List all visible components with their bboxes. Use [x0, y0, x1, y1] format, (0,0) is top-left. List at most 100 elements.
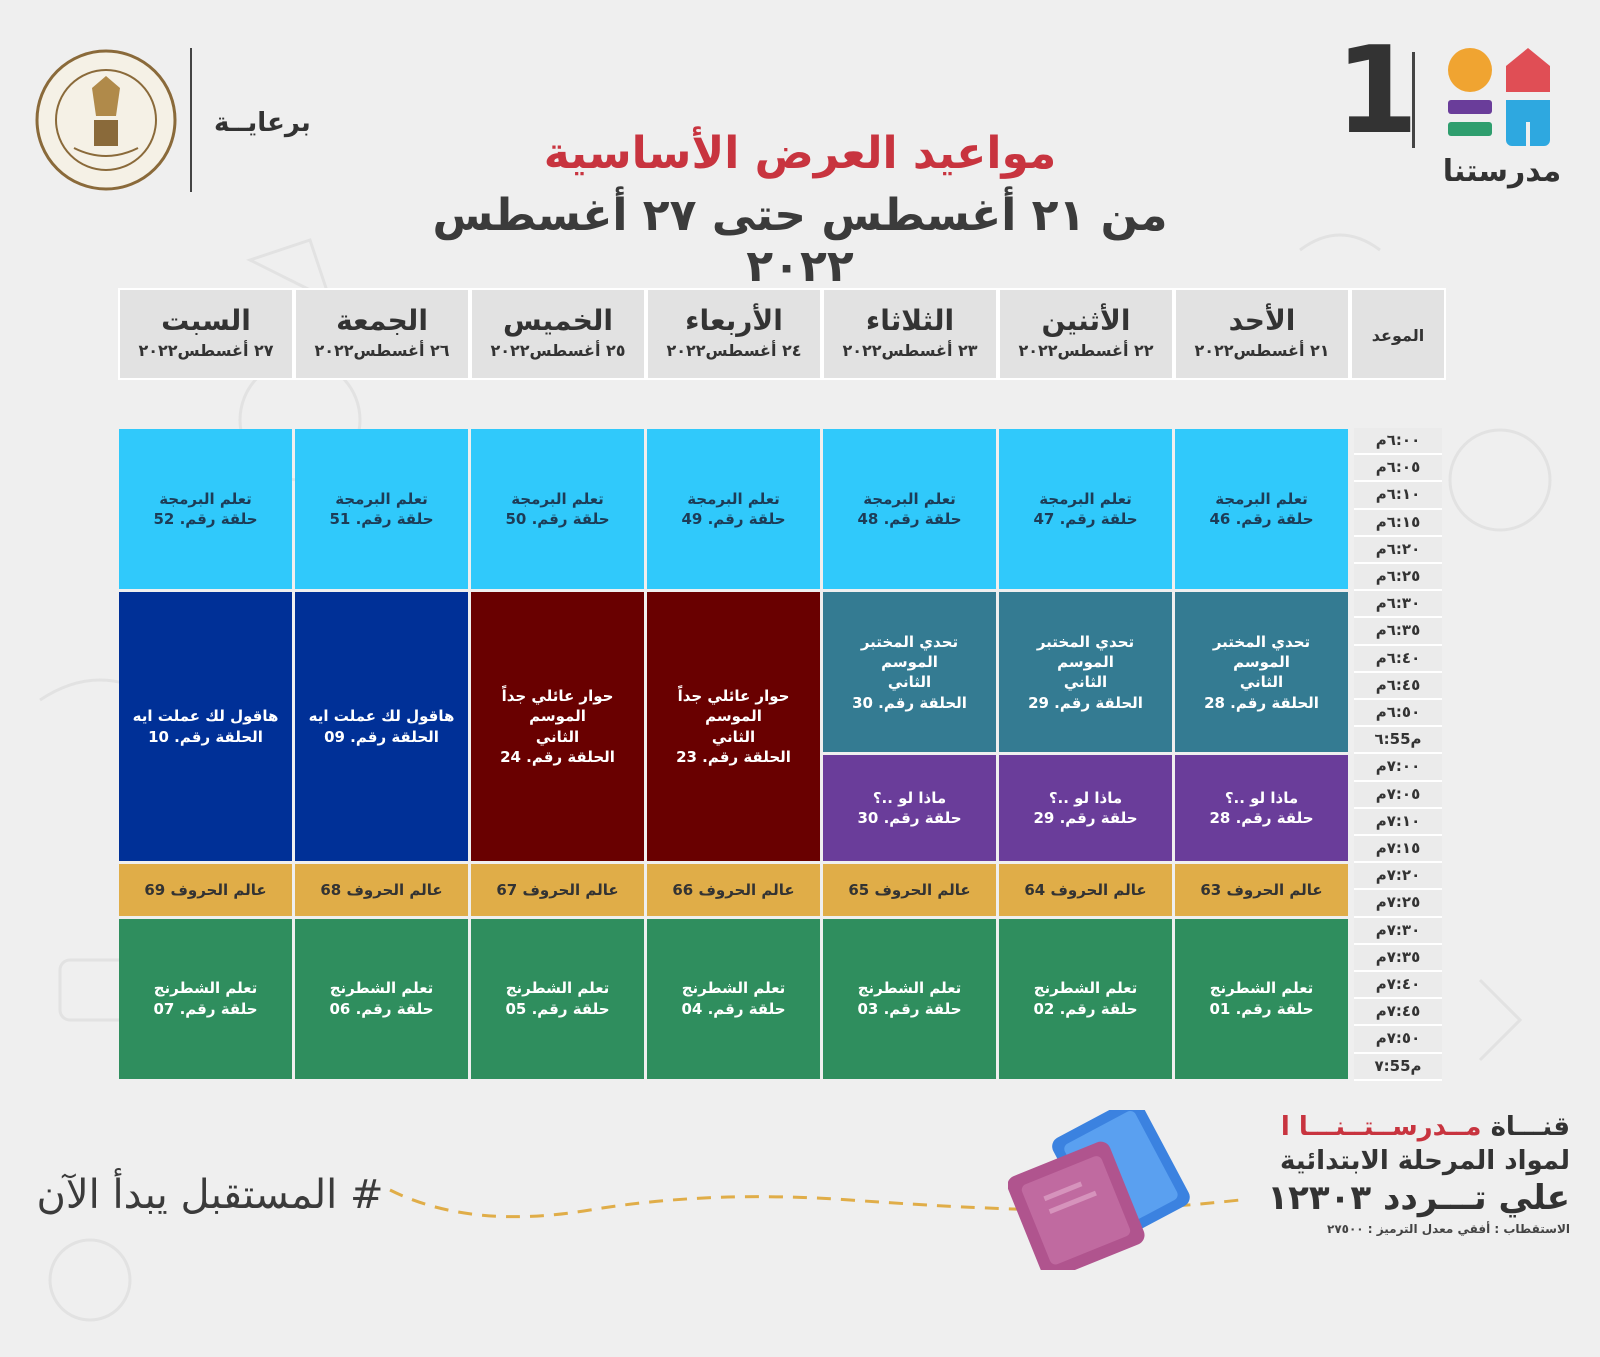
program-block-letters-world: عالم الحروف 66: [647, 864, 820, 916]
day-date: ٢٢ أغسطس٢٠٢٢: [1018, 341, 1154, 360]
program-block-what-if: ماذا لو ..؟ حلقة رقم. 28: [1175, 755, 1348, 862]
program-line: حوار عائلي جداً الموسم: [501, 687, 614, 726]
day-date: ٢٥ أغسطس٢٠٢٢: [490, 341, 626, 360]
program-line: تحدي المختبر الموسم: [1212, 632, 1311, 672]
time-slot: ٦:٥٠م: [1354, 700, 1442, 728]
hashtag-slogan: # المستقبل يبدأ الآن: [36, 1172, 384, 1218]
program-line: الحلقة رقم. 30: [852, 693, 967, 712]
day-header: الأربعاء ٢٤ أغسطس٢٠٢٢: [646, 288, 822, 380]
program-block-programming: تعلم البرمجة حلقة رقم. 50: [471, 429, 644, 590]
time-slot: ٧:٢٠م: [1354, 863, 1442, 891]
logo-text: مدرستنا: [1442, 154, 1562, 189]
program-line: الثاني: [1063, 673, 1108, 692]
time-slot: ٧:٤٥م: [1354, 999, 1442, 1027]
program-block-chess: تعلم الشطرنج حلقة رقم. 04: [647, 918, 820, 1079]
program-line: تعلم البرمجة: [1039, 489, 1132, 508]
channel-name: مــدرســتــنـــا ا: [1280, 1112, 1482, 1142]
program-line: حلقة رقم. 28: [1209, 809, 1314, 828]
channel-number: 1: [1335, 22, 1419, 161]
program-block-letters-world: عالم الحروف 67: [471, 864, 644, 916]
program-line: الثاني: [887, 673, 932, 692]
day-name: الأربعاء: [685, 304, 783, 337]
program-line: عالم الحروف 68: [320, 880, 443, 899]
program-line: تحدي المختبر الموسم: [860, 632, 959, 672]
program-line: عالم الحروف 69: [144, 880, 267, 899]
program-block-programming: تعلم البرمجة حلقة رقم. 49: [647, 429, 820, 590]
time-slot: ٧:٥٠م: [1354, 1026, 1442, 1054]
program-block-chess: تعلم الشطرنج حلقة رقم. 02: [999, 918, 1172, 1079]
program-block-letters-world: عالم الحروف 69: [119, 864, 292, 916]
program-line: عالم الحروف 63: [1200, 880, 1323, 899]
time-slot: ٦:٠٥م: [1354, 455, 1442, 483]
program-line: تعلم الشطرنج: [329, 979, 434, 998]
program-block-lab-challenge: تحدي المختبر الموسم الثاني الحلقة رقم. 29: [999, 592, 1172, 753]
program-line: حلقة رقم. 52: [153, 510, 258, 529]
day-name: الثلاثاء: [865, 304, 955, 337]
day-date: ٢٣ أغسطس٢٠٢٢: [842, 341, 978, 360]
program-block-lab-challenge: تحدي المختبر الموسم الثاني الحلقة رقم. 30: [823, 592, 996, 753]
channel-name-line: قنـــاة مــدرســتــنـــا ا: [1250, 1112, 1570, 1142]
program-block-programming: تعلم البرمجة حلقة رقم. 52: [119, 429, 292, 590]
time-slot: ٦:55م: [1354, 727, 1442, 755]
program-block-programming: تعلم البرمجة حلقة رقم. 51: [295, 429, 468, 590]
program-line: تعلم البرمجة: [335, 489, 428, 508]
program-line: حلقة رقم. 03: [857, 999, 962, 1018]
sponsor-divider: [190, 48, 192, 192]
time-slot: ٦:١٥م: [1354, 509, 1442, 537]
time-header-label: الموعد: [1371, 326, 1425, 345]
time-slot: ٦:٠٠م: [1354, 428, 1442, 456]
program-line: الحلقة رقم. 23: [676, 747, 791, 766]
program-line: ماذا لو ..؟: [1048, 789, 1123, 808]
day-name: الأحد: [1228, 304, 1296, 337]
program-line: تعلم البرمجة: [1215, 489, 1308, 508]
program-line: حلقة رقم. 30: [857, 809, 962, 828]
ministry-seal-logo: [35, 49, 177, 191]
day-date: ٢٧ أغسطس٢٠٢٢: [138, 341, 274, 360]
program-block-letters-world: عالم الحروف 64: [999, 864, 1172, 916]
program-block-letters-world: عالم الحروف 68: [295, 864, 468, 916]
channel-subject: لمواد المرحلة الابتدائية: [1280, 1146, 1570, 1176]
day-header: الأثنين ٢٢ أغسطس٢٠٢٢: [998, 288, 1174, 380]
program-line: حلقة رقم. 48: [857, 510, 962, 529]
day-name: السبت: [161, 304, 251, 337]
program-line: الثاني: [535, 727, 580, 746]
program-block-chess: تعلم الشطرنج حلقة رقم. 05: [471, 918, 644, 1079]
time-slot: ٦:٣٥م: [1354, 618, 1442, 646]
program-line: الحلقة رقم. 09: [324, 727, 439, 746]
time-slot: ٦:٤٥م: [1354, 672, 1442, 700]
program-line: حلقة رقم. 50: [505, 510, 610, 529]
program-line: حلقة رقم. 46: [1209, 510, 1314, 529]
day-header: السبت ٢٧ أغسطس٢٠٢٢: [118, 288, 294, 380]
program-line: حلقة رقم. 06: [329, 999, 434, 1018]
program-line: الحلقة رقم. 29: [1028, 693, 1143, 712]
program-block-programming: تعلم البرمجة حلقة رقم. 46: [1175, 429, 1348, 590]
page-title: مواعيد العرض الأساسية: [543, 128, 1057, 179]
time-slot: ٧:٠٠م: [1354, 754, 1442, 782]
program-line: تعلم البرمجة: [159, 489, 252, 508]
program-line: حلقة رقم. 05: [505, 999, 610, 1018]
program-line: هاقول لك عملت ايه: [132, 707, 279, 726]
time-slot: ٧:١٠م: [1354, 808, 1442, 836]
day-name: الجمعة: [336, 304, 428, 337]
program-line: تحدي المختبر الموسم: [1036, 632, 1135, 672]
program-line: تعلم البرمجة: [511, 489, 604, 508]
program-line: الحلقة رقم. 24: [500, 747, 615, 766]
time-slot: ٧:٢٥م: [1354, 890, 1442, 918]
time-slot: ٧:٣٥م: [1354, 944, 1442, 972]
program-line: الثاني: [711, 727, 756, 746]
program-line: عالم الحروف 65: [848, 880, 971, 899]
program-line: حلقة رقم. 07: [153, 999, 258, 1018]
program-block-tell-you: هاقول لك عملت ايه الحلقة رقم. 09: [295, 592, 468, 862]
madrasatona-logo-icon: [1448, 48, 1550, 146]
program-line: هاقول لك عملت ايه: [308, 707, 455, 726]
header-time-column: الموعد: [1350, 288, 1446, 380]
day-header: الثلاثاء ٢٣ أغسطس٢٠٢٢: [822, 288, 998, 380]
time-slot: ٦:٢٥م: [1354, 564, 1442, 592]
day-date: ٢٦ أغسطس٢٠٢٢: [314, 341, 450, 360]
day-header: الخميس ٢٥ أغسطس٢٠٢٢: [470, 288, 646, 380]
program-line: حلقة رقم. 47: [1033, 510, 1138, 529]
time-slot: ٦:٣٠م: [1354, 591, 1442, 619]
time-slot: ٧:٤٠م: [1354, 972, 1442, 1000]
program-line: عالم الحروف 67: [496, 880, 619, 899]
channel-frequency: علي تـــردد ١٢٣٠٣: [1267, 1178, 1570, 1218]
